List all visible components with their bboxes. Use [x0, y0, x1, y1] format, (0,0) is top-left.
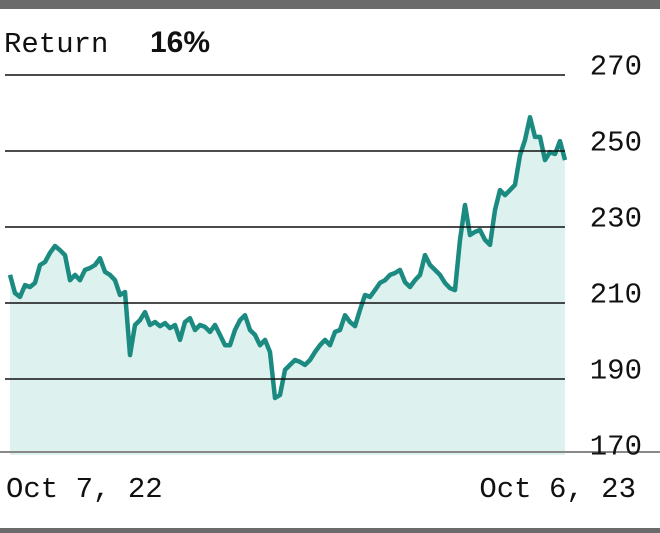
y-tick-label: 170 [590, 431, 642, 464]
y-tick-label: 210 [590, 279, 642, 312]
area [10, 117, 565, 455]
line [7, 114, 568, 401]
top-bar [0, 0, 660, 9]
y-tick-label: 190 [590, 355, 642, 388]
chart-title: Return [4, 28, 108, 61]
bottom-bar [0, 528, 660, 533]
plot [7, 114, 568, 455]
x-tick-label: Oct 6, 23 [479, 473, 636, 506]
y-tick-label: 230 [590, 203, 642, 236]
y-tick-label: 250 [590, 127, 642, 160]
title-value: 16% [150, 26, 210, 59]
y-tick-label: 270 [590, 51, 642, 84]
x-tick-label: Oct 7, 22 [6, 473, 163, 506]
